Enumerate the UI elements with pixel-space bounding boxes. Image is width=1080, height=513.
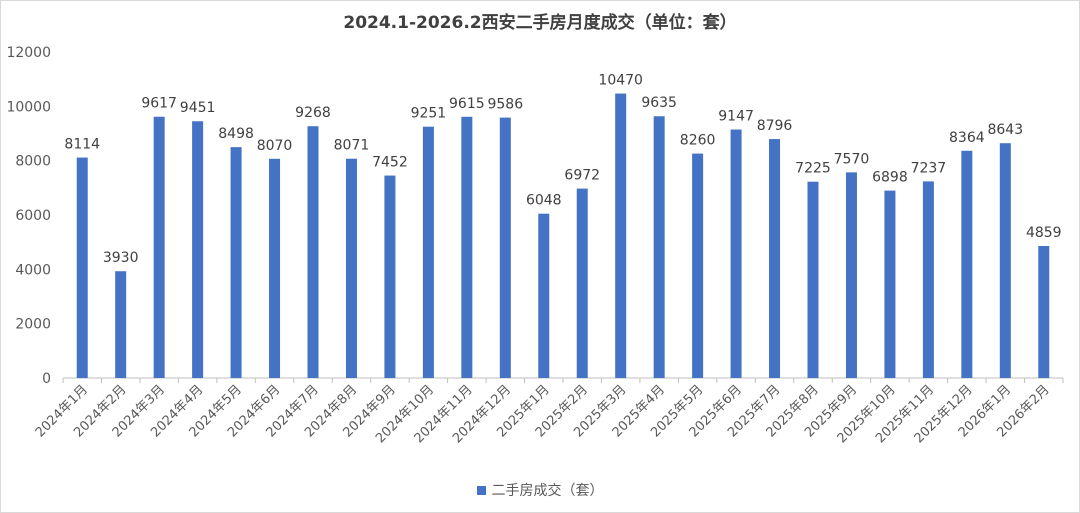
legend-swatch	[476, 485, 486, 495]
bar	[115, 271, 127, 378]
bar	[999, 143, 1011, 378]
bar	[807, 181, 819, 378]
data-label: 9147	[718, 109, 754, 125]
bar	[961, 150, 973, 378]
data-label: 6048	[526, 193, 562, 209]
bar	[307, 126, 319, 378]
bar	[615, 93, 627, 378]
data-label: 8114	[64, 137, 100, 153]
y-tick-label: 2000	[15, 317, 51, 333]
data-label: 6898	[872, 170, 908, 186]
y-tick-label: 12000	[6, 45, 51, 61]
legend: 二手房成交（套）	[0, 480, 1080, 500]
data-label: 8796	[757, 118, 793, 134]
data-label: 6972	[564, 168, 600, 184]
data-label: 4859	[1026, 225, 1062, 241]
bar	[730, 129, 742, 378]
data-label: 9251	[411, 106, 447, 122]
data-label: 7237	[911, 160, 947, 176]
y-tick-label: 6000	[15, 208, 51, 224]
legend-label: 二手房成交（套）	[491, 483, 604, 499]
bar	[499, 117, 511, 379]
bar	[76, 157, 88, 378]
data-label: 9615	[449, 96, 485, 112]
bar	[653, 116, 665, 378]
y-tick-label: 10000	[6, 99, 51, 115]
y-tick-label: 8000	[15, 154, 51, 170]
bar	[384, 175, 396, 378]
bar	[153, 116, 165, 379]
data-label: 8070	[257, 138, 293, 154]
data-label: 9617	[141, 96, 177, 112]
data-label: 9635	[641, 95, 677, 111]
bar	[922, 181, 934, 378]
data-label: 7452	[372, 155, 408, 171]
bar	[576, 188, 588, 378]
bar	[1038, 245, 1050, 378]
bar	[884, 190, 896, 378]
data-label: 7225	[795, 161, 831, 177]
bar	[845, 172, 857, 378]
data-label: 8364	[949, 130, 985, 146]
data-label: 9268	[295, 105, 331, 121]
bar	[692, 153, 704, 378]
data-label: 8643	[987, 122, 1023, 138]
data-label: 7570	[834, 151, 870, 167]
data-label: 9451	[180, 100, 216, 116]
bar	[230, 147, 242, 378]
data-label: 8260	[680, 133, 716, 149]
chart-title: 2024.1-2026.2西安二手房月度成交（单位：套）	[343, 13, 737, 33]
bar	[769, 139, 781, 378]
bar	[269, 158, 281, 378]
data-label: 10470	[598, 73, 643, 89]
data-label: 9586	[487, 97, 523, 113]
data-label: 3930	[103, 250, 139, 266]
bar	[461, 116, 473, 378]
bar	[192, 121, 204, 378]
bar	[422, 126, 434, 378]
data-label: 8071	[334, 138, 370, 154]
data-label: 8498	[218, 126, 254, 142]
bar	[345, 158, 357, 378]
y-tick-label: 0	[42, 371, 51, 387]
y-tick-label: 4000	[15, 262, 51, 278]
bar	[538, 213, 550, 378]
